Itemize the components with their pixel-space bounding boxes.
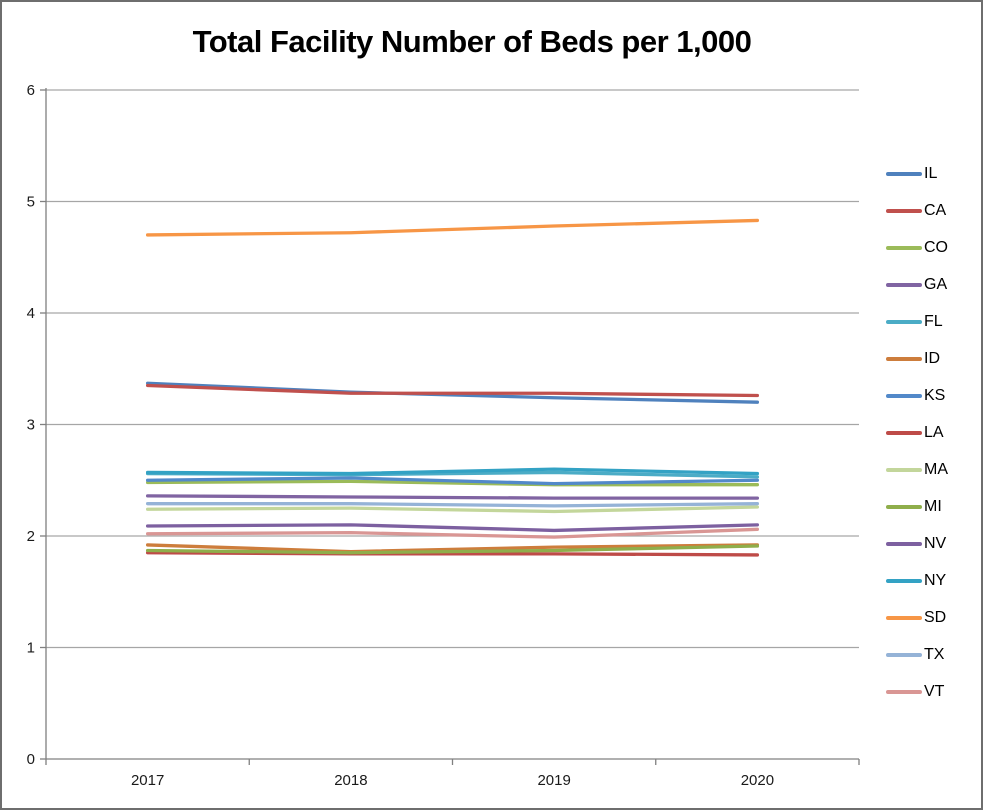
series-line-TX[interactable] [145,502,760,508]
legend-swatch-IL [886,172,922,176]
series-line-CO[interactable] [145,479,760,487]
legend-item-GA[interactable]: GA [886,275,948,295]
legend-item-NY[interactable]: NY [886,571,948,591]
legend-item-NV[interactable]: NV [886,534,948,554]
legend-item-CO[interactable]: CO [886,238,948,258]
legend-label: LA [924,424,944,441]
legend-swatch-CO [886,246,922,250]
legend-label: NV [924,535,947,552]
legend-item-IL[interactable]: IL [886,164,948,184]
y-tick-label: 0 [27,751,35,768]
y-tick-label: 3 [27,417,35,434]
legend-label: FL [924,313,943,330]
legend-item-TX[interactable]: TX [886,645,948,665]
legend-label: SD [924,609,947,626]
legend-label: NY [924,572,947,589]
x-tick-label: 2020 [741,772,774,789]
legend-swatch-GA [886,283,922,287]
series-line-NV[interactable] [145,523,760,533]
legend-swatch-CA [886,209,922,213]
legend-item-SD[interactable]: SD [886,608,948,628]
legend-item-LA[interactable]: LA [886,423,948,443]
legend-label: CA [924,202,947,219]
legend-label: VT [924,683,945,700]
series-line-KS[interactable] [145,476,760,486]
legend-swatch-ID [886,357,922,361]
series-line-SD[interactable] [145,218,760,237]
series-line-MI[interactable] [145,544,760,555]
legend-item-VT[interactable]: VT [886,682,948,702]
legend-label: MI [924,498,942,515]
series-line-VT[interactable] [145,527,760,539]
legend-item-KS[interactable]: KS [886,386,948,406]
legend-swatch-MI [886,505,922,509]
series-line-MA[interactable] [145,505,760,514]
legend-item-MI[interactable]: MI [886,497,948,517]
legend-swatch-SD [886,616,922,620]
series-line-ID[interactable] [145,543,760,554]
legend-label: KS [924,387,946,404]
legend-label: ID [924,350,940,367]
x-tick-label: 2017 [131,772,164,789]
series-line-NY[interactable] [145,467,760,476]
legend-swatch-FL [886,320,922,324]
legend-label: CO [924,239,948,256]
y-tick-label: 6 [27,82,35,99]
series-line-GA[interactable] [145,494,760,500]
legend-label: GA [924,276,948,293]
legend: IL CA CO GA FL ID KS LA MA MI NV NY SD TX VT [886,164,948,702]
legend-label: IL [924,165,938,182]
legend-item-FL[interactable]: FL [886,312,948,332]
legend-swatch-TX [886,653,922,657]
legend-swatch-VT [886,690,922,694]
legend-swatch-NY [886,579,922,583]
legend-swatch-NV [886,542,922,546]
series-line-LA[interactable] [145,551,760,557]
legend-item-MA[interactable]: MA [886,460,948,480]
legend-swatch-KS [886,394,922,398]
y-tick-label: 2 [27,528,35,545]
x-tick-label: 2019 [537,772,570,789]
legend-label: TX [924,646,945,663]
series-line-CA[interactable] [145,383,760,398]
legend-item-CA[interactable]: CA [886,201,948,221]
x-tick-label: 2018 [334,772,367,789]
y-tick-label: 4 [27,305,35,322]
y-tick-label: 1 [27,640,35,657]
series-line-IL[interactable] [145,381,760,404]
legend-swatch-LA [886,431,922,435]
legend-swatch-MA [886,468,922,472]
chart-title: Total Facility Number of Beds per 1,000 [192,24,752,59]
legend-label: MA [924,461,948,478]
y-tick-label: 5 [27,194,35,211]
legend-item-ID[interactable]: ID [886,349,948,369]
